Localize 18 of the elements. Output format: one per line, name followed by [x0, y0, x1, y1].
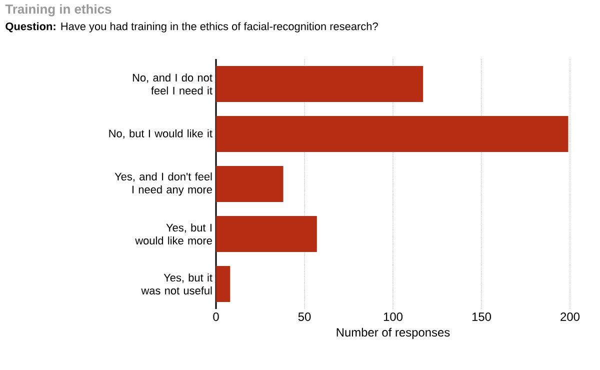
y-tick-label: Yes, but it was not useful: [141, 274, 212, 295]
bar: [216, 116, 568, 152]
text: Training in ethics: [5, 4, 112, 16]
x-tick-label: 50: [298, 312, 311, 321]
y-tick-label: Yes, but I would like more: [135, 224, 212, 245]
y-tick-label: No, and I do not feel I need it: [132, 74, 212, 95]
bar: [216, 166, 284, 202]
chart-subtitle: Question: Have you had training in the ethics of facial-recognition research?: [6, 22, 378, 32]
y-tick-label: No, but I would like it: [109, 129, 212, 139]
bar: [216, 266, 230, 302]
x-tick-label: 150: [472, 312, 492, 321]
bar: [216, 216, 317, 252]
x-tick-label: 200: [560, 312, 580, 321]
y-tick-label: Yes, and I don't feel I need any more: [114, 172, 212, 196]
bar: [216, 66, 424, 102]
x-tick-label: 100: [384, 312, 403, 321]
x-tick-label: 0: [213, 312, 219, 321]
x-axis-title: Number of responses: [336, 328, 450, 339]
